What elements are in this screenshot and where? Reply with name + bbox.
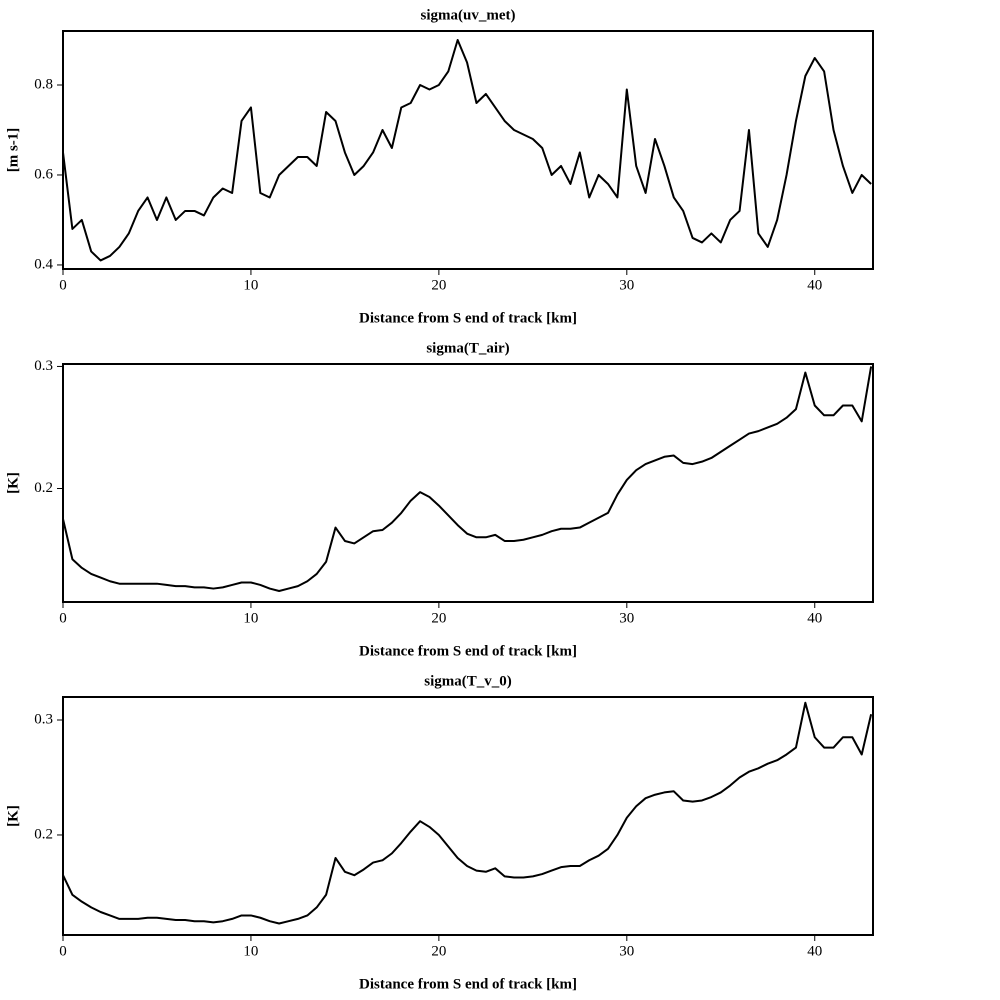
x-tick-label: 0 xyxy=(59,943,67,959)
x-axis-label: Distance from S end of track [km] xyxy=(359,310,577,326)
x-tick-label: 0 xyxy=(59,610,67,626)
x-tick-label: 30 xyxy=(619,943,634,959)
y-axis-label: [m s-1] xyxy=(5,128,21,173)
chart-title: sigma(uv_met) xyxy=(421,7,516,23)
chart-title: sigma(T_v_0) xyxy=(424,673,512,689)
y-axis-label: [K] xyxy=(5,472,21,494)
x-tick-label: 10 xyxy=(243,943,258,959)
x-tick-label: 30 xyxy=(619,277,634,293)
y-tick-label: 0.8 xyxy=(34,76,53,92)
x-axis-label: Distance from S end of track [km] xyxy=(359,976,577,992)
plot-frame xyxy=(62,696,874,936)
x-tick-label: 30 xyxy=(619,610,634,626)
x-tick-label: 20 xyxy=(431,277,446,293)
x-tick-label: 10 xyxy=(243,277,258,293)
x-tick-label: 20 xyxy=(431,610,446,626)
x-tick-label: 20 xyxy=(431,943,446,959)
y-tick-label: 0.2 xyxy=(34,826,53,842)
x-tick-label: 10 xyxy=(243,610,258,626)
y-tick-label: 0.3 xyxy=(34,711,53,727)
plot-frame xyxy=(62,30,874,270)
x-tick-label: 40 xyxy=(807,277,822,293)
x-tick-label: 40 xyxy=(807,943,822,959)
y-tick-label: 0.3 xyxy=(34,358,53,374)
data-line xyxy=(62,701,873,925)
y-tick-label: 0.6 xyxy=(34,166,53,182)
y-axis-label: [K] xyxy=(5,805,21,827)
y-tick-label: 0.2 xyxy=(34,480,53,496)
x-tick-label: 0 xyxy=(59,277,67,293)
y-tick-label: 0.4 xyxy=(34,256,53,272)
chart-title: sigma(T_air) xyxy=(426,340,509,356)
data-line xyxy=(62,366,873,593)
plot-frame xyxy=(62,363,874,603)
x-tick-label: 40 xyxy=(807,610,822,626)
x-axis-label: Distance from S end of track [km] xyxy=(359,643,577,659)
data-line xyxy=(62,39,872,262)
